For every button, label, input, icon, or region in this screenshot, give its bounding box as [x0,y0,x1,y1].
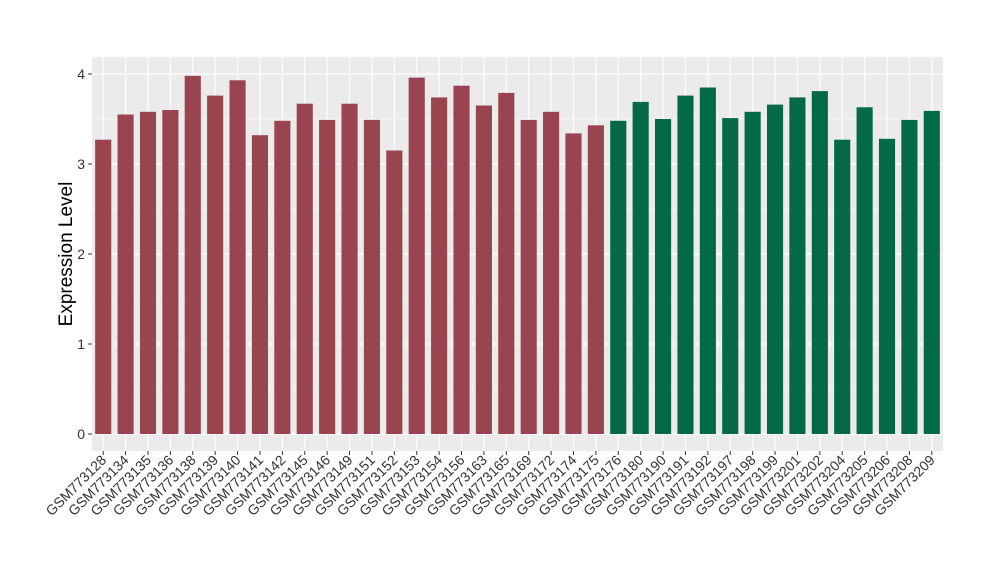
y-tick-label: 0 [77,426,85,442]
y-tick-label: 2 [77,246,85,262]
bar-GSM773156 [453,85,470,434]
bar-GSM773149 [341,103,358,434]
bar-GSM773199 [766,104,784,434]
bar-GSM773134 [117,114,134,434]
bar-GSM773169 [520,119,537,435]
bar-GSM773139 [207,95,224,434]
bar-GSM773135 [139,111,157,435]
y-tick-label: 3 [77,156,85,172]
bar-GSM773138 [184,75,201,435]
bar-GSM773201 [789,97,806,435]
y-axis-title: Expression Level [56,182,77,327]
y-axis: 0 1 2 3 4 [77,66,92,442]
bar-GSM773204 [834,139,851,434]
bar-GSM773180 [632,101,649,435]
bar-GSM773163 [475,105,492,434]
bar-GSM773128 [95,139,112,434]
bar-GSM773146 [319,119,336,435]
bar-GSM773145 [296,103,313,434]
y-tick-label: 4 [77,66,85,82]
bar-GSM773141 [251,135,269,434]
bar-GSM773190 [655,119,672,434]
y-tick-label: 1 [77,336,85,352]
bar-GSM773208 [901,119,918,435]
bar-GSM773172 [543,111,560,435]
bar-GSM773154 [431,97,448,435]
bars [95,75,940,435]
bar-GSM773142 [274,120,291,435]
bar-GSM773206 [878,138,896,435]
bar-GSM773175 [587,125,604,435]
bar-GSM773198 [744,111,761,435]
x-axis: GSM773128GSM773134GSM773135GSM773136GSM7… [42,451,938,519]
bar-GSM773197 [722,118,739,434]
bar-GSM773202 [811,91,828,434]
bar-GSM773152 [386,150,403,434]
bar-GSM773151 [363,119,380,435]
bar-GSM773209 [923,110,940,435]
bar-GSM773205 [856,107,873,435]
bar-GSM773140 [229,80,246,435]
bar-GSM773153 [408,77,425,434]
bar-GSM773136 [162,110,179,434]
bar-GSM773191 [677,95,694,434]
bar-GSM773176 [610,120,627,435]
bar-GSM773174 [565,133,582,434]
bar-GSM773165 [498,92,515,435]
bar-GSM773192 [699,87,716,434]
